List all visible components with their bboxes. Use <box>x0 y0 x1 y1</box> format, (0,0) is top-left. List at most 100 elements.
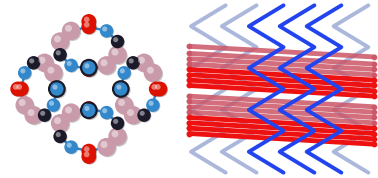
Circle shape <box>100 24 113 38</box>
Circle shape <box>14 82 29 96</box>
Circle shape <box>62 22 80 40</box>
Circle shape <box>99 58 117 75</box>
Circle shape <box>112 49 118 56</box>
Circle shape <box>147 67 154 74</box>
Circle shape <box>38 108 51 122</box>
Circle shape <box>19 99 26 106</box>
Circle shape <box>99 140 117 157</box>
Circle shape <box>84 63 90 68</box>
Circle shape <box>113 37 118 42</box>
Circle shape <box>49 101 54 106</box>
Circle shape <box>64 105 81 123</box>
Circle shape <box>84 17 90 22</box>
Circle shape <box>48 100 61 113</box>
Circle shape <box>115 96 133 114</box>
Circle shape <box>62 103 80 122</box>
Circle shape <box>52 84 57 90</box>
Circle shape <box>84 22 90 28</box>
Circle shape <box>44 64 63 82</box>
Circle shape <box>139 110 152 123</box>
Circle shape <box>50 82 64 96</box>
Circle shape <box>112 130 118 137</box>
Circle shape <box>82 104 96 117</box>
Circle shape <box>112 118 125 131</box>
Circle shape <box>53 34 70 52</box>
Circle shape <box>48 80 66 98</box>
Circle shape <box>65 106 72 114</box>
Circle shape <box>47 98 60 112</box>
Circle shape <box>15 83 29 97</box>
Circle shape <box>144 64 162 82</box>
Circle shape <box>126 108 143 125</box>
Circle shape <box>101 59 107 66</box>
Circle shape <box>102 27 107 32</box>
Circle shape <box>53 130 67 143</box>
Circle shape <box>13 84 19 90</box>
Circle shape <box>117 98 134 115</box>
Circle shape <box>82 103 99 120</box>
Circle shape <box>50 82 67 99</box>
Circle shape <box>81 14 96 29</box>
Circle shape <box>37 55 55 73</box>
Circle shape <box>154 83 168 97</box>
Circle shape <box>83 151 97 165</box>
Circle shape <box>118 99 125 106</box>
Circle shape <box>10 82 25 96</box>
Circle shape <box>110 47 128 65</box>
Circle shape <box>66 142 79 155</box>
Circle shape <box>54 117 61 124</box>
Circle shape <box>51 83 58 90</box>
Circle shape <box>18 66 31 80</box>
Circle shape <box>84 152 90 157</box>
Circle shape <box>83 104 90 111</box>
Circle shape <box>84 104 90 109</box>
Circle shape <box>110 129 128 147</box>
Circle shape <box>66 60 79 73</box>
Circle shape <box>46 66 64 83</box>
Circle shape <box>55 131 68 144</box>
Circle shape <box>137 108 151 122</box>
Circle shape <box>137 55 154 73</box>
Circle shape <box>17 98 35 115</box>
Circle shape <box>108 46 127 64</box>
Circle shape <box>84 105 96 118</box>
Circle shape <box>116 84 128 96</box>
Circle shape <box>100 106 113 119</box>
Circle shape <box>101 141 107 148</box>
Circle shape <box>83 103 97 117</box>
Circle shape <box>124 106 143 124</box>
Circle shape <box>119 67 132 80</box>
Circle shape <box>47 67 54 74</box>
Circle shape <box>152 82 167 96</box>
Circle shape <box>118 66 131 80</box>
Circle shape <box>113 119 118 124</box>
Circle shape <box>149 101 153 106</box>
Circle shape <box>83 64 97 78</box>
Circle shape <box>84 106 90 111</box>
Circle shape <box>146 66 163 83</box>
Circle shape <box>39 57 45 64</box>
Circle shape <box>40 111 45 116</box>
Circle shape <box>138 57 145 64</box>
Circle shape <box>19 67 32 80</box>
Circle shape <box>114 82 127 96</box>
Circle shape <box>83 62 90 69</box>
Circle shape <box>81 101 96 116</box>
Circle shape <box>20 68 25 74</box>
Circle shape <box>128 57 141 70</box>
Circle shape <box>81 62 96 77</box>
Circle shape <box>82 61 96 74</box>
Circle shape <box>147 100 160 113</box>
Circle shape <box>50 82 64 96</box>
Circle shape <box>150 83 164 97</box>
Circle shape <box>16 84 22 90</box>
Circle shape <box>108 127 127 146</box>
Circle shape <box>53 48 67 61</box>
Circle shape <box>83 15 97 30</box>
Circle shape <box>35 54 54 72</box>
Circle shape <box>56 132 61 137</box>
Circle shape <box>39 110 52 123</box>
Circle shape <box>115 83 122 90</box>
Circle shape <box>51 114 69 132</box>
Circle shape <box>82 61 99 77</box>
